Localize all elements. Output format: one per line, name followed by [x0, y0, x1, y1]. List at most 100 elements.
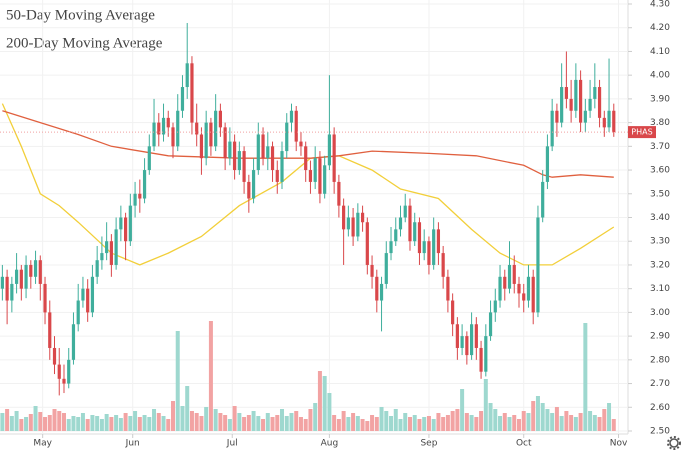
gear[interactable] [669, 438, 679, 448]
candle-body [100, 253, 104, 261]
volume-bar [19, 419, 24, 431]
volume-bar [559, 416, 564, 431]
candle-body [545, 146, 550, 182]
volume-bar [156, 413, 161, 431]
volume-bar [540, 403, 545, 431]
candle-body [171, 127, 175, 147]
volume-bar [128, 416, 133, 431]
candle-body [285, 122, 289, 152]
volume-bar [5, 409, 10, 431]
volume-bar [242, 417, 247, 431]
y-tick-label: 3.20 [650, 260, 670, 270]
volume-bar [90, 415, 95, 431]
y-tick-label: 3.60 [650, 166, 670, 176]
volume-bar [114, 415, 119, 431]
candle-body [209, 122, 213, 147]
candle-body [517, 283, 521, 294]
candle-body [417, 222, 422, 254]
volume-bar [303, 419, 308, 431]
volume-bar [152, 409, 157, 431]
volume-bar [407, 417, 412, 431]
volume-bar [526, 413, 531, 431]
volume-bar [493, 409, 498, 431]
candle-body [138, 193, 142, 199]
candle-body [522, 293, 526, 301]
candle-body [289, 110, 294, 123]
volume-bar [389, 416, 394, 431]
volume-bar [189, 411, 194, 431]
volume-bar [393, 409, 398, 431]
candle-body [247, 181, 251, 199]
candle-body [422, 241, 426, 254]
volume-bar [460, 389, 465, 431]
volume-bar [488, 403, 493, 431]
candle-body [256, 134, 260, 171]
candle-body [465, 336, 469, 356]
settings-icon[interactable] [667, 436, 681, 450]
candle-body [479, 347, 483, 372]
candle-body [228, 141, 232, 159]
candle-body [398, 217, 403, 230]
candle-body [342, 205, 346, 230]
candle-body [304, 146, 308, 171]
volume-bar [327, 393, 332, 431]
volume-bar [33, 406, 38, 431]
candle-body [597, 87, 602, 118]
candle-body [384, 253, 388, 284]
candles [0, 22, 616, 396]
y-tick-label: 2.70 [650, 379, 670, 389]
volume-bar [284, 416, 289, 431]
volume-bar [464, 413, 469, 431]
candle-body [86, 288, 90, 313]
candle-body [33, 260, 38, 277]
volume-bar [170, 401, 175, 431]
x-tick-label: Nov [610, 439, 628, 449]
volume-bar [95, 416, 100, 431]
volume-bar [280, 409, 285, 431]
candle-body [512, 264, 516, 284]
y-tick-label: 3.10 [650, 284, 670, 294]
x-tick-label: May [33, 439, 52, 449]
candle-body [498, 276, 502, 301]
candle-body [588, 98, 592, 111]
candle-body [190, 63, 194, 123]
y-tick-label: 3.50 [650, 189, 670, 199]
candle-body [199, 134, 204, 159]
volume-bar [554, 407, 559, 431]
candle-body [446, 276, 450, 301]
candle-body [332, 134, 336, 182]
volume-bar [455, 409, 460, 431]
volume-bar [204, 407, 209, 431]
volume-bar [374, 417, 379, 431]
volume-bar [535, 396, 540, 431]
volume-bar [573, 417, 578, 431]
candle-body [583, 110, 587, 123]
volume-bar [270, 417, 275, 431]
candle-body [114, 229, 118, 265]
volume-bar [118, 418, 123, 431]
candle-body [19, 269, 23, 289]
candle-body [555, 110, 559, 123]
volume-bar [9, 416, 14, 431]
volume-bar [474, 417, 479, 431]
volume-bar [218, 413, 223, 431]
candle-body [261, 134, 265, 159]
candle-body [29, 264, 33, 277]
volume-bar [550, 413, 555, 431]
gear-teeth[interactable] [667, 436, 681, 450]
volume-bar [213, 409, 218, 431]
candle-body [166, 117, 170, 128]
candle-body [195, 122, 199, 135]
volume-bar [66, 419, 71, 431]
candle-body [237, 151, 241, 171]
candle-body [488, 312, 493, 337]
volume-bar [133, 411, 138, 431]
candle-body [105, 241, 109, 254]
volume-bar [417, 419, 422, 431]
candle-body [223, 127, 227, 159]
candle-body [52, 347, 57, 365]
volume-bar [298, 417, 303, 431]
volume-bar [256, 416, 261, 431]
candle-body [394, 229, 398, 242]
candle-body [185, 63, 189, 88]
